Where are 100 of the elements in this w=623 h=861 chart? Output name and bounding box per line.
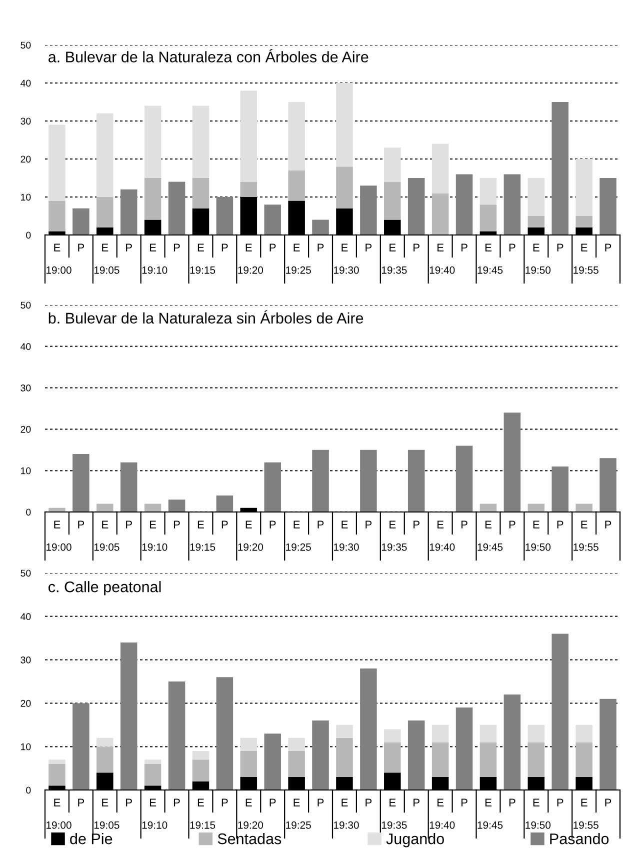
bar — [552, 466, 568, 512]
text: 19:05 — [94, 821, 120, 829]
y-tick-label: 50 — [20, 570, 31, 577]
text: 19:50 — [526, 821, 551, 829]
bar — [312, 450, 329, 512]
text: 19:00 — [46, 821, 72, 829]
bar — [408, 720, 425, 790]
bar — [552, 634, 568, 790]
text: 19:30 — [334, 821, 359, 829]
bar — [576, 724, 592, 742]
x-tick-label: E — [533, 244, 540, 252]
bar — [456, 708, 473, 790]
bar — [216, 197, 234, 235]
bar — [168, 182, 186, 235]
bar — [216, 495, 234, 512]
x-tick-label: E — [485, 244, 492, 252]
x-tick-label: E — [102, 244, 108, 252]
bar — [360, 668, 377, 790]
x-tick-label: P — [605, 798, 612, 806]
text: 19:30 — [334, 543, 359, 551]
x-tick-label: P — [605, 244, 612, 252]
bar — [264, 462, 281, 512]
y-tick-label: 40 — [20, 80, 31, 87]
chart-title: c. Calle peatonal — [48, 581, 161, 596]
x-tick-label: E — [54, 798, 60, 806]
chart-title: a. Bulevar de la Naturaleza con Árboles de Aire — [48, 49, 368, 62]
legend-label: de Pie — [70, 833, 112, 844]
x-tick-label: P — [222, 798, 228, 806]
bar — [240, 90, 258, 182]
x-tick-label: P — [366, 244, 372, 252]
bar — [384, 148, 401, 182]
bar — [456, 174, 473, 235]
bar — [216, 677, 234, 790]
bar — [120, 462, 138, 512]
bar — [360, 450, 377, 512]
legend-label: Jugando — [386, 833, 444, 848]
x-tick-label: E — [294, 244, 300, 252]
x-tick-label: P — [174, 798, 180, 806]
x-tick-label: P — [126, 520, 132, 528]
x-tick-label: P — [461, 520, 468, 528]
x-tick-label: E — [533, 798, 540, 806]
bar — [48, 764, 66, 786]
bar — [288, 102, 305, 170]
legend-label: Pasando — [550, 833, 609, 844]
bar — [240, 750, 258, 777]
y-tick-label: 10 — [21, 194, 31, 201]
bar — [360, 186, 377, 235]
bar — [312, 720, 329, 790]
y-tick-label: 40 — [20, 613, 31, 620]
text: 19:45 — [478, 821, 503, 829]
x-tick-label: E — [54, 520, 60, 528]
x-tick-label: P — [461, 244, 468, 252]
bar — [480, 742, 497, 777]
bar — [528, 724, 545, 742]
x-tick-label: P — [174, 520, 180, 528]
text: 19:40 — [430, 266, 455, 274]
x-tick-label: E — [150, 244, 156, 252]
text: 19:30 — [334, 266, 359, 274]
x-tick-label: P — [461, 798, 468, 806]
bar — [312, 220, 329, 235]
y-tick-label: 30 — [20, 384, 31, 392]
bar — [120, 642, 138, 790]
text: 19:40 — [430, 543, 455, 551]
bar — [600, 458, 616, 512]
x-tick-label: E — [342, 520, 348, 528]
text: 19:20 — [238, 266, 264, 274]
bar — [192, 750, 210, 760]
bar — [552, 102, 568, 235]
x-tick-label: P — [222, 244, 228, 252]
text: 19:00 — [46, 543, 72, 551]
y-tick-label: 0 — [26, 786, 31, 794]
bar — [96, 197, 114, 228]
y-tick-label: 10 — [21, 467, 31, 474]
x-tick-label: E — [150, 520, 156, 528]
x-tick-label: E — [581, 798, 588, 806]
x-tick-label: E — [54, 244, 60, 252]
y-tick-label: 20 — [20, 156, 31, 163]
y-tick-label: 30 — [20, 656, 31, 664]
bar — [336, 83, 353, 167]
x-tick-label: E — [390, 520, 396, 528]
x-tick-label: P — [557, 244, 564, 252]
text: 19:25 — [286, 266, 311, 274]
x-tick-label: P — [174, 244, 180, 252]
text: 19:35 — [382, 543, 407, 551]
text: 19:45 — [478, 543, 503, 551]
bar — [240, 738, 258, 751]
bar — [336, 738, 353, 777]
text: 19:20 — [238, 543, 264, 551]
bar — [408, 450, 425, 512]
x-tick-label: P — [270, 244, 276, 252]
x-tick-label: E — [438, 520, 444, 528]
bar — [576, 742, 592, 777]
bar — [528, 178, 545, 216]
bar — [48, 760, 66, 764]
text: 19:45 — [478, 266, 503, 274]
x-tick-label: E — [342, 244, 348, 252]
bar — [432, 144, 449, 194]
x-tick-label: E — [533, 520, 540, 528]
x-tick-label: E — [581, 520, 588, 528]
bar — [192, 760, 210, 782]
